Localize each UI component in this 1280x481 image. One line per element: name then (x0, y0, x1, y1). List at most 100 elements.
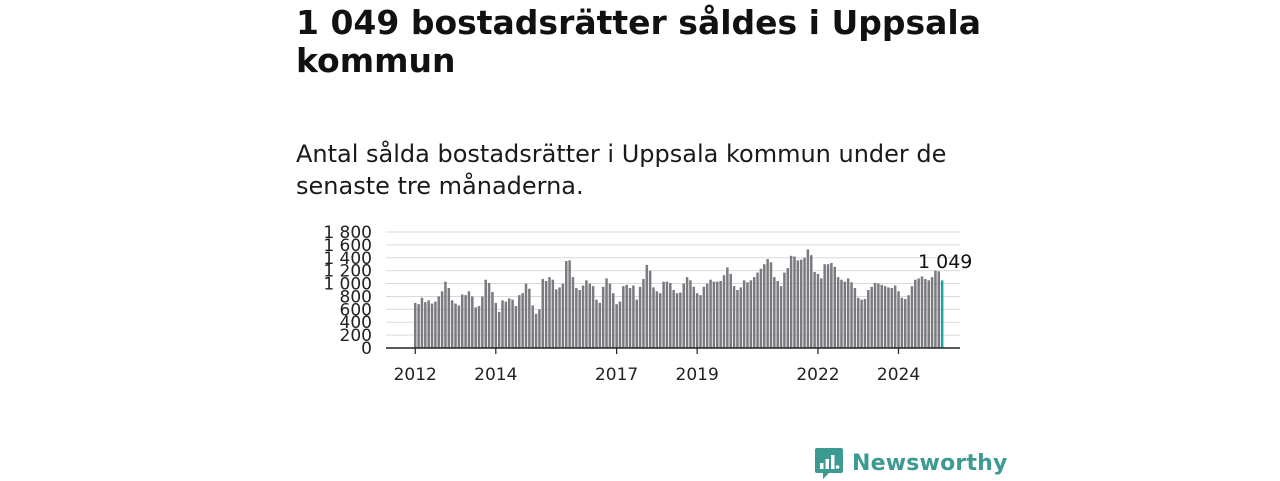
bar (447, 288, 451, 348)
bar (487, 282, 491, 348)
bar (880, 284, 883, 348)
bar (618, 301, 622, 348)
x-tick-label: 2014 (474, 365, 517, 385)
bar (716, 281, 719, 348)
bar (736, 290, 739, 348)
bar (742, 280, 746, 348)
bar (924, 279, 927, 348)
bar (665, 281, 669, 348)
bar (494, 302, 498, 348)
bar (662, 281, 665, 348)
bar (702, 286, 706, 348)
bar (779, 286, 783, 348)
bar (759, 268, 763, 348)
bar (501, 300, 504, 348)
bar (628, 288, 632, 348)
subtitle: Antal sålda bostadsrätter i Uppsala komm… (296, 140, 947, 200)
headline: 1 049 bostadsrätter såldes i Uppsala kom… (296, 3, 981, 80)
bar (635, 299, 638, 348)
bar (773, 277, 776, 348)
bar (786, 268, 790, 348)
brand-logo: Newsworthy (814, 445, 1008, 481)
bar (642, 279, 645, 348)
y-tick-label: 1 200 (323, 262, 372, 282)
bar (873, 282, 877, 348)
bar (863, 299, 867, 348)
bar (598, 302, 602, 348)
bar-chart-badge-icon (815, 448, 843, 479)
bar (796, 260, 800, 348)
bar (551, 279, 555, 348)
y-tick-label: 200 (340, 326, 372, 346)
bar (521, 293, 524, 348)
bar (575, 288, 578, 348)
bar (518, 295, 521, 348)
bar (917, 278, 920, 348)
bar (870, 286, 873, 348)
bar (434, 301, 437, 348)
bar (903, 299, 907, 348)
bar (561, 283, 565, 348)
bar (793, 256, 796, 348)
bar-latest (940, 280, 944, 348)
bar (799, 259, 803, 348)
bar (638, 286, 642, 348)
bar (625, 284, 628, 348)
bar (910, 286, 914, 348)
y-tick-label: 800 (340, 287, 372, 307)
bar (806, 249, 810, 348)
bar (897, 291, 900, 348)
x-tick-label: 2022 (796, 365, 839, 385)
bar (709, 279, 712, 348)
bar (867, 290, 870, 348)
bar (840, 279, 843, 348)
bar (732, 286, 736, 348)
y-tick-label: 600 (340, 300, 372, 320)
bar (914, 279, 917, 348)
bar (585, 280, 588, 348)
bar (420, 297, 424, 348)
x-axis-ticks: 2012 2014 2017 2019 2022 2024 (394, 348, 920, 385)
latest-value-label: 1 049 (918, 251, 972, 273)
bar (672, 290, 675, 348)
bar (803, 257, 806, 348)
bar (565, 261, 568, 348)
bar (612, 293, 615, 348)
bar (763, 264, 766, 348)
bar (645, 264, 649, 348)
bar (655, 291, 659, 348)
bar (739, 287, 743, 348)
x-tick-label: 2012 (394, 365, 437, 385)
bar (548, 277, 551, 348)
bar (769, 262, 773, 348)
bar (860, 299, 863, 348)
bar (752, 277, 756, 348)
bar (705, 283, 709, 348)
bar (887, 287, 890, 348)
bar (507, 298, 511, 348)
bar (534, 313, 538, 348)
bar (823, 264, 826, 348)
bar (669, 282, 672, 348)
bar (692, 286, 696, 348)
y-tick-label: 1 600 (323, 236, 372, 256)
y-tick-label: 1 000 (323, 275, 372, 295)
bar (685, 277, 689, 348)
bar (578, 290, 581, 348)
x-tick-label: 2024 (877, 365, 920, 385)
bar (679, 292, 682, 348)
bar (893, 285, 897, 348)
bar (474, 307, 477, 348)
bar (417, 304, 420, 348)
bar (544, 280, 548, 348)
bar (581, 285, 585, 348)
bar (595, 299, 598, 348)
bar (843, 281, 847, 348)
bar (471, 296, 474, 348)
bar (554, 289, 558, 348)
bar (605, 278, 608, 348)
bar (766, 259, 769, 348)
bar (622, 286, 625, 348)
bar (937, 271, 941, 348)
